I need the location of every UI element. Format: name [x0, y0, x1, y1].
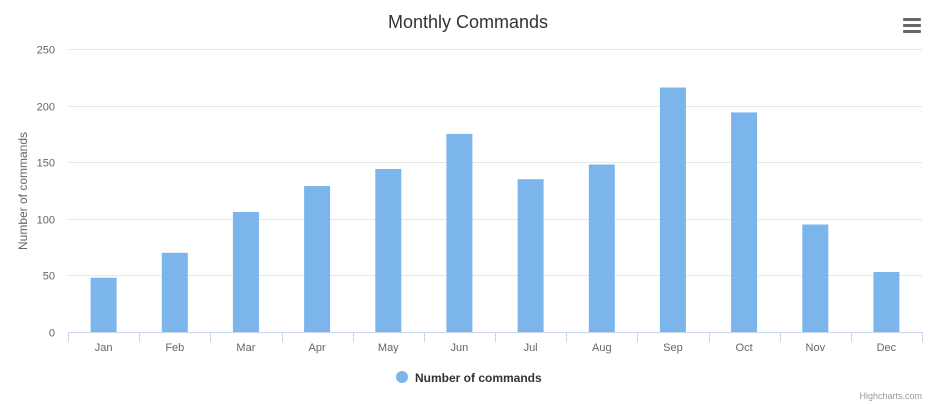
- x-tick-label: Aug: [592, 342, 612, 354]
- y-tick-label: 150: [37, 158, 55, 170]
- legend-marker: [396, 371, 408, 383]
- x-axis: Jan Feb Mar Apr May Jun Jul Aug Sep Oct Nov Dec: [68, 332, 923, 354]
- x-tick-label: Oct: [736, 342, 753, 354]
- y-axis-tick-labels: 0 50 100 150 200 250: [37, 45, 55, 340]
- bar-jul[interactable]: [517, 179, 544, 332]
- bar-nov[interactable]: [802, 224, 829, 333]
- chart-title: Monthly Commands: [388, 12, 548, 32]
- legend-label: Number of commands: [415, 371, 542, 385]
- bar-jan[interactable]: [90, 277, 117, 332]
- x-tick-label: Mar: [236, 342, 255, 354]
- x-tick-label: Jan: [95, 342, 113, 354]
- credits-link[interactable]: Highcharts.com: [859, 391, 922, 401]
- bar-apr[interactable]: [304, 186, 331, 332]
- bar-feb[interactable]: [161, 252, 188, 332]
- bar-sep[interactable]: [659, 87, 686, 333]
- x-tick-label: Feb: [165, 342, 184, 354]
- hamburger-menu-icon: [903, 18, 921, 33]
- y-tick-label: 100: [37, 215, 55, 227]
- bar-dec[interactable]: [873, 272, 900, 332]
- y-tick-label: 200: [37, 102, 55, 114]
- x-tick-label: Sep: [663, 342, 683, 354]
- x-tick-label: May: [378, 342, 399, 354]
- legend-item[interactable]: Number of commands: [396, 371, 542, 385]
- y-tick-label: 0: [49, 328, 55, 340]
- menu-button[interactable]: [900, 14, 924, 36]
- bars: [90, 87, 900, 333]
- y-tick-label: 50: [43, 271, 55, 283]
- bar-aug[interactable]: [588, 164, 615, 333]
- x-tick-label: Apr: [309, 342, 326, 354]
- y-tick-label: 250: [37, 45, 55, 57]
- bar-may[interactable]: [375, 169, 402, 332]
- grid-lines: [68, 49, 922, 276]
- bar-jun[interactable]: [446, 133, 473, 332]
- bar-mar[interactable]: [232, 212, 259, 332]
- x-tick-label: Jun: [451, 342, 469, 354]
- x-tick-label: Dec: [877, 342, 897, 354]
- bar-oct[interactable]: [731, 112, 758, 333]
- y-axis-title: Number of commands: [16, 132, 30, 250]
- x-tick-label: Jul: [524, 342, 538, 354]
- x-tick-label: Nov: [806, 342, 826, 354]
